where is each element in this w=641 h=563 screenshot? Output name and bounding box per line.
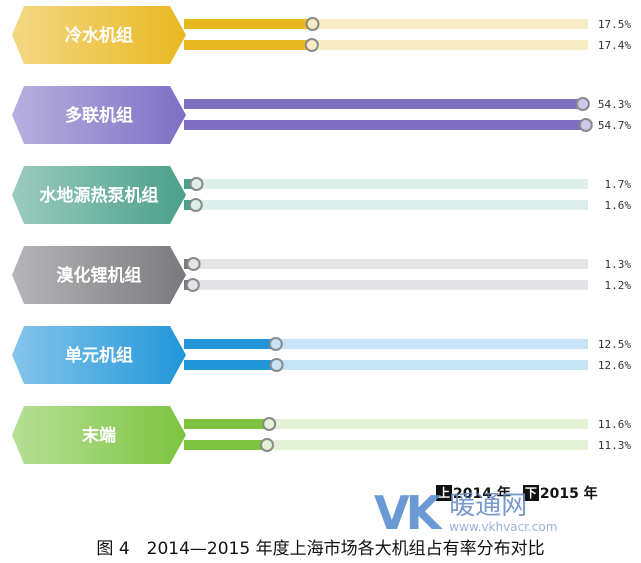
value-label: 54.3% [598, 98, 631, 111]
category-label: 多联机组 [65, 105, 133, 126]
value-label: 12.5% [598, 338, 631, 351]
value-label: 1.3% [605, 258, 632, 271]
legend-label-2014: 2014 年 [453, 486, 511, 502]
bar-end-marker [305, 17, 320, 31]
value-label: 17.4% [598, 39, 631, 52]
value-label: 54.7% [598, 119, 631, 132]
bar [184, 99, 583, 109]
watermark: VK 暖通网 www.vkhvacr.com [374, 490, 557, 536]
bar-end-marker [260, 438, 275, 452]
legend-label-2015: 2015 年 [539, 486, 598, 502]
bar-track [184, 440, 588, 450]
value-label: 17.5% [598, 18, 631, 31]
watermark-url: www.vkhvacr.com [449, 520, 558, 534]
category-label-shape [12, 166, 186, 224]
legend-marker-top: 上 [436, 485, 452, 501]
watermark-text: 暖通网 www.vkhvacr.com [449, 492, 557, 534]
bar-end-marker [578, 118, 593, 132]
value-label: 1.2% [605, 279, 632, 292]
bar [184, 19, 313, 29]
value-label: 11.6% [598, 418, 631, 431]
bar-end-marker [189, 177, 204, 191]
bar-end-marker [304, 38, 319, 52]
category-label-shape [12, 6, 186, 64]
watermark-name: 暖通网 [449, 491, 528, 521]
category-label-shape [12, 406, 186, 464]
category-label-shape [12, 326, 186, 384]
bar-end-marker [185, 278, 200, 292]
bar [184, 440, 268, 450]
bar-track [184, 419, 588, 429]
bar-track [184, 179, 588, 189]
legend-item-2015: 下 2015 年 [522, 483, 598, 503]
value-label: 1.6% [605, 199, 632, 212]
category-label: 单元机组 [65, 345, 133, 366]
bar-end-marker [575, 97, 590, 111]
category-label: 冷水机组 [65, 25, 133, 46]
watermark-logo: VK [374, 486, 441, 540]
value-label: 11.3% [598, 439, 631, 452]
bar [184, 120, 586, 130]
bar [184, 419, 270, 429]
category-label-shape [12, 246, 186, 304]
bar-track [184, 200, 588, 210]
bar-end-marker [186, 257, 201, 271]
legend-marker-bottom: 下 [522, 485, 539, 501]
bar-end-marker [269, 358, 284, 372]
category-label: 溴化锂机组 [57, 265, 142, 286]
value-label: 12.6% [598, 359, 631, 372]
category-label: 末端 [82, 425, 116, 446]
bar-end-marker [262, 417, 277, 431]
bar-track [184, 19, 588, 29]
bar [184, 360, 277, 370]
bar-track [184, 360, 588, 370]
value-label: 1.7% [605, 178, 632, 191]
bar [184, 339, 276, 349]
bar [184, 40, 312, 50]
bar-end-marker [188, 198, 203, 212]
figure-caption: 图 4 2014—2015 年度上海市场各大机组占有率分布对比 [96, 539, 545, 559]
bar-end-marker [268, 337, 283, 351]
bar-track [184, 259, 588, 269]
bar-track [184, 40, 588, 50]
category-label-shape [12, 86, 186, 144]
legend-item-2014: 上 2014 年 [436, 483, 511, 503]
category-label: 水地源热泵机组 [40, 185, 159, 206]
bar-track [184, 339, 588, 349]
legend: 上 2014 年 下 2015 年 [436, 483, 610, 503]
bar-track [184, 280, 588, 290]
